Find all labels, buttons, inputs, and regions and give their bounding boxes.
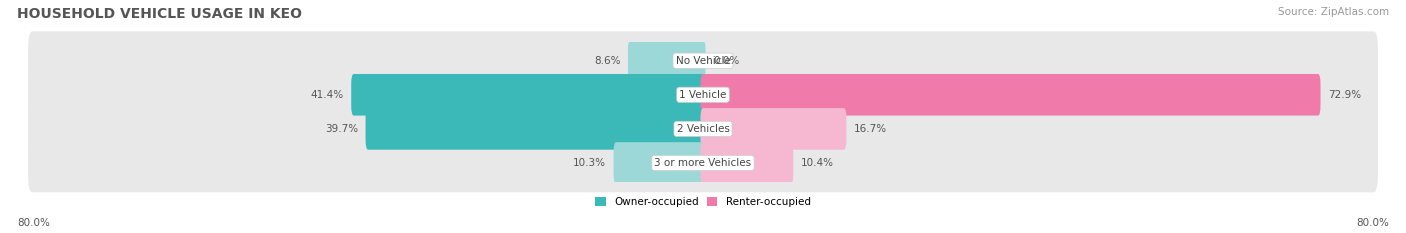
Text: HOUSEHOLD VEHICLE USAGE IN KEO: HOUSEHOLD VEHICLE USAGE IN KEO: [17, 7, 302, 21]
FancyBboxPatch shape: [700, 108, 846, 150]
Text: 80.0%: 80.0%: [17, 218, 49, 228]
FancyBboxPatch shape: [28, 65, 1378, 124]
Text: 41.4%: 41.4%: [311, 90, 343, 100]
Text: 39.7%: 39.7%: [325, 124, 359, 134]
FancyBboxPatch shape: [366, 108, 706, 150]
Text: 72.9%: 72.9%: [1329, 90, 1361, 100]
Text: 10.3%: 10.3%: [574, 158, 606, 168]
Text: 10.4%: 10.4%: [801, 158, 834, 168]
Text: 16.7%: 16.7%: [853, 124, 887, 134]
FancyBboxPatch shape: [352, 74, 706, 116]
Legend: Owner-occupied, Renter-occupied: Owner-occupied, Renter-occupied: [595, 197, 811, 207]
FancyBboxPatch shape: [700, 74, 1320, 116]
FancyBboxPatch shape: [700, 142, 793, 184]
Text: 1 Vehicle: 1 Vehicle: [679, 90, 727, 100]
Text: 3 or more Vehicles: 3 or more Vehicles: [654, 158, 752, 168]
Text: 2 Vehicles: 2 Vehicles: [676, 124, 730, 134]
Text: Source: ZipAtlas.com: Source: ZipAtlas.com: [1278, 7, 1389, 17]
Text: 8.6%: 8.6%: [593, 56, 620, 66]
FancyBboxPatch shape: [28, 99, 1378, 158]
Text: 0.0%: 0.0%: [713, 56, 740, 66]
Text: No Vehicle: No Vehicle: [675, 56, 731, 66]
FancyBboxPatch shape: [628, 40, 706, 82]
FancyBboxPatch shape: [613, 142, 706, 184]
Text: 80.0%: 80.0%: [1357, 218, 1389, 228]
FancyBboxPatch shape: [28, 31, 1378, 90]
FancyBboxPatch shape: [28, 134, 1378, 192]
